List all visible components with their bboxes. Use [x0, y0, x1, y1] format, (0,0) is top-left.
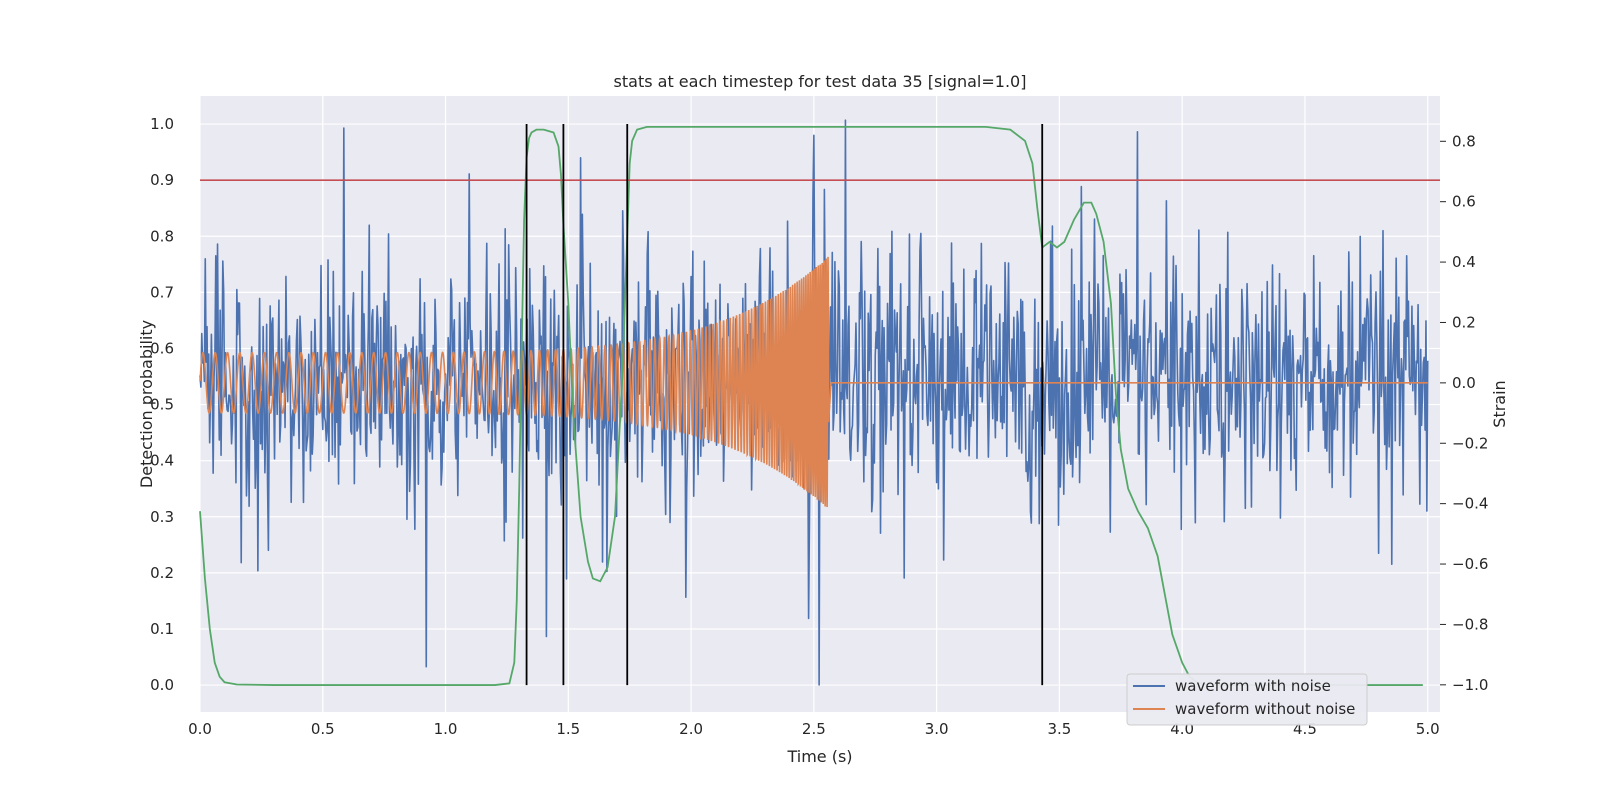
x-tick-label: 1.0: [434, 720, 458, 738]
x-tick-label: 0.0: [188, 720, 212, 738]
y-tick-label: 0.7: [150, 283, 174, 301]
y-tick-label: 0.3: [150, 508, 174, 526]
x-tick-label: 3.0: [925, 720, 949, 738]
right-y-tick-label: −1.0: [1452, 676, 1488, 694]
detection-probability-line: [199, 125, 1423, 686]
right-y-tick-label: 0.2: [1452, 313, 1476, 331]
y-tick-label: 0.1: [150, 620, 174, 638]
y-tick-label: 0.8: [150, 227, 174, 245]
y-axis-label: Detection probability: [137, 320, 156, 488]
noisy-waveform-layer: [199, 119, 1429, 686]
x-tick-label: 0.5: [311, 720, 335, 738]
y-axis-ticks: 0.0 0.1 0.2 0.3 0.4 0.5 0.6 0.7 0.8 0.9 1.0: [150, 115, 174, 694]
right-y-tick-label: −0.6: [1452, 555, 1488, 573]
x-axis-label: Time (s): [786, 747, 852, 766]
detection-probability-layer: [199, 125, 1423, 686]
noisy-waveform-line: [199, 119, 1429, 686]
y-tick-label: 0.5: [150, 396, 174, 414]
y-tick-label: 0.2: [150, 564, 174, 582]
x-tick-label: 1.5: [556, 720, 580, 738]
legend-box: [1126, 673, 1368, 726]
y-tick-label: 0.6: [150, 339, 174, 357]
y-tick-label: 0.0: [150, 676, 174, 694]
right-y-tick-label: 0.8: [1452, 132, 1476, 150]
right-y-tick-label: −0.2: [1452, 434, 1488, 452]
clean-waveform-layer: [199, 256, 1428, 508]
right-y-tick-label: 0.6: [1452, 193, 1476, 211]
clean-waveform-line: [199, 256, 1428, 508]
x-tick-label: 3.5: [1047, 720, 1071, 738]
y-tick-label: 0.4: [150, 452, 174, 470]
x-tick-label: 2.5: [802, 720, 826, 738]
legend-label-clean: waveform without noise: [1175, 700, 1355, 718]
right-y-tick-label: 0.0: [1452, 374, 1476, 392]
y-tick-label: 0.9: [150, 171, 174, 189]
right-y-tick-label: −0.8: [1452, 615, 1488, 633]
y-tick-label: 1.0: [150, 115, 174, 133]
right-y-tick-label: 0.4: [1452, 253, 1476, 271]
vertical-marker-layer: [525, 124, 1044, 686]
x-tick-label: 5.0: [1416, 720, 1440, 738]
x-tick-label: 2.0: [679, 720, 703, 738]
right-y-tick-label: −0.4: [1452, 495, 1488, 513]
right-y-axis-ticks: −1.0 −0.8 −0.6 −0.4 −0.2 0.0 0.2 0.4 0.6 0.8: [1440, 132, 1488, 694]
chart-title: stats at each timestep for test data 35 …: [614, 72, 1027, 91]
right-y-axis-label: Strain: [1490, 380, 1509, 427]
legend: waveform with noise waveform without noi…: [1126, 673, 1368, 726]
legend-label-noisy: waveform with noise: [1175, 677, 1331, 695]
